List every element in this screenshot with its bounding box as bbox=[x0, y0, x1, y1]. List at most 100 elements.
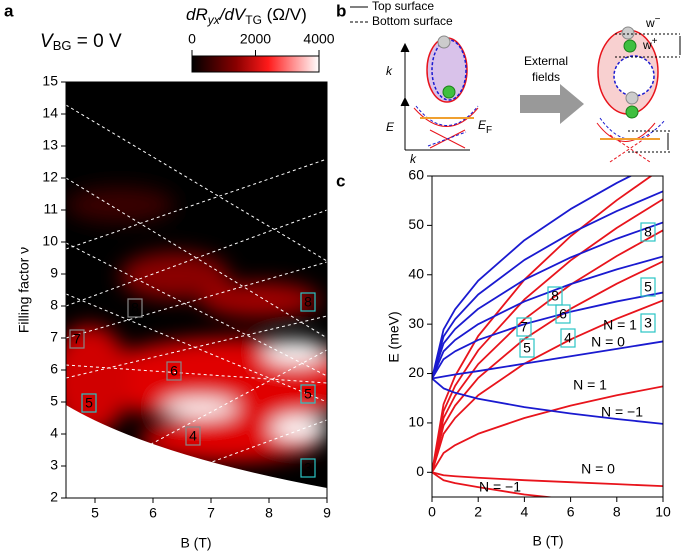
label-part: TG bbox=[245, 13, 262, 27]
box-label: 8 bbox=[131, 300, 139, 316]
label-box bbox=[555, 304, 571, 324]
x-tick-label: 10 bbox=[655, 504, 671, 520]
y-tick-label: 10 bbox=[408, 414, 424, 430]
box-label: 5 bbox=[644, 279, 652, 295]
label-part: /dV bbox=[219, 5, 247, 24]
x-tick-label: 8 bbox=[265, 505, 273, 521]
label-part: dR bbox=[186, 5, 208, 24]
axis-label: k bbox=[386, 64, 393, 78]
x-tick-label: 5 bbox=[91, 505, 99, 521]
label-box bbox=[166, 361, 182, 381]
y-tick-label: 7 bbox=[50, 329, 58, 345]
y-tick-label: 30 bbox=[408, 315, 424, 331]
label-box bbox=[516, 317, 532, 337]
x-tick-label: 6 bbox=[149, 505, 157, 521]
y-axis-label: Filling factor ν bbox=[16, 247, 32, 333]
colorbar bbox=[191, 55, 320, 73]
label-box bbox=[185, 426, 201, 446]
y-tick-label: 4 bbox=[50, 425, 58, 441]
legend-label: Top surface bbox=[372, 0, 434, 13]
label-box bbox=[69, 329, 85, 349]
series-label: N = −1 bbox=[601, 404, 643, 420]
series-line bbox=[432, 221, 663, 379]
y-tick-label: 50 bbox=[408, 216, 424, 232]
arrow-label: fields bbox=[532, 70, 560, 84]
x-tick-label: 7 bbox=[207, 505, 215, 521]
series-line bbox=[432, 340, 663, 380]
series-line bbox=[432, 471, 663, 488]
y-tick-label: 8 bbox=[50, 297, 58, 313]
series-line bbox=[432, 291, 663, 379]
label-part: F bbox=[486, 125, 492, 136]
panel-label: a bbox=[4, 1, 14, 20]
series-label: N = −1 bbox=[479, 479, 521, 495]
x-tick-label: 2 bbox=[474, 504, 482, 520]
axis-label: E bbox=[386, 120, 395, 134]
y-tick-label: 20 bbox=[408, 364, 424, 380]
box-label: 4 bbox=[189, 428, 197, 444]
y-tick-label: 10 bbox=[42, 233, 58, 249]
box-label: 5 bbox=[85, 395, 93, 411]
w-label: w− bbox=[645, 14, 661, 31]
label-box bbox=[547, 286, 563, 306]
label-box bbox=[127, 298, 143, 318]
colorbar-tick-label: 4000 bbox=[303, 31, 334, 47]
label-part: w bbox=[645, 16, 655, 30]
x-tick-label: 0 bbox=[428, 504, 436, 520]
series-label: N = 1 bbox=[603, 317, 637, 333]
series-line bbox=[432, 198, 663, 473]
y-tick-label: 5 bbox=[50, 393, 58, 409]
panel-label: b bbox=[336, 1, 346, 20]
series-line bbox=[432, 385, 663, 473]
series-line bbox=[432, 176, 653, 473]
label-part: w bbox=[642, 38, 652, 52]
title-part: BG bbox=[53, 38, 72, 53]
box-label: 6 bbox=[170, 363, 178, 379]
y-tick-label: 6 bbox=[50, 361, 58, 377]
box-label: 7 bbox=[73, 331, 81, 347]
box-label: 5 bbox=[523, 340, 531, 356]
y-tick-label: 2 bbox=[50, 489, 58, 505]
label-part: yx bbox=[207, 13, 221, 27]
series-line bbox=[432, 377, 663, 425]
box-label: 3 bbox=[304, 460, 312, 476]
box-label: 4 bbox=[564, 330, 572, 346]
label-box bbox=[300, 458, 316, 478]
series-line bbox=[432, 176, 633, 379]
label-box bbox=[81, 393, 97, 413]
series-label: N = 0 bbox=[581, 461, 615, 477]
colorbar-tick-label: 0 bbox=[188, 31, 196, 47]
y-axis-label: E (meV) bbox=[386, 311, 402, 362]
y-tick-label: 13 bbox=[42, 137, 58, 153]
y-tick-label: 0 bbox=[416, 463, 424, 479]
box-label: 7 bbox=[520, 319, 528, 335]
box-label: 5 bbox=[304, 386, 312, 402]
y-tick-label: 12 bbox=[42, 169, 58, 185]
y-tick-label: 11 bbox=[43, 201, 58, 217]
label-box bbox=[640, 313, 656, 333]
series-line bbox=[432, 471, 556, 497]
chart-title: VBG = 0 V bbox=[40, 31, 122, 53]
y-tick-label: 9 bbox=[50, 265, 58, 281]
series-line bbox=[432, 190, 663, 379]
x-tick-label: 6 bbox=[567, 504, 575, 520]
title-part: = 0 V bbox=[71, 31, 121, 52]
x-tick-label: 4 bbox=[521, 504, 529, 520]
y-tick-label: 40 bbox=[408, 265, 424, 281]
series-line bbox=[432, 260, 663, 473]
plot-frame bbox=[65, 81, 328, 499]
label-part: + bbox=[652, 36, 658, 47]
label-part: − bbox=[655, 14, 661, 25]
legend-label: Bottom surface bbox=[372, 14, 453, 28]
label-part: E bbox=[478, 118, 487, 132]
y-tick-label: 15 bbox=[42, 73, 58, 89]
label-box bbox=[560, 328, 576, 348]
colorbar-label: dRyx/dVTG (Ω/V) bbox=[186, 5, 307, 27]
heatmap bbox=[66, 82, 327, 498]
label-box bbox=[300, 292, 316, 312]
plot-frame bbox=[431, 175, 664, 498]
series-line bbox=[432, 255, 663, 379]
colorbar-tick-label: 2000 bbox=[240, 31, 271, 47]
label-part: (Ω/V) bbox=[262, 5, 307, 24]
x-axis-label: B (T) bbox=[532, 533, 563, 549]
